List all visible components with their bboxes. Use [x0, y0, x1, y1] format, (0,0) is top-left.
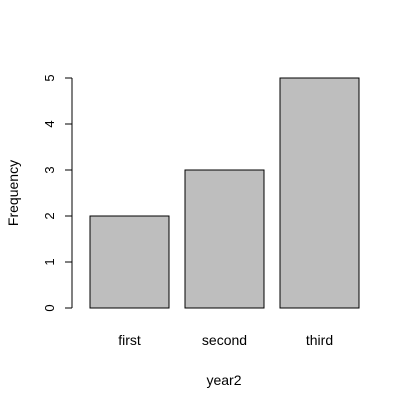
y-axis: 0 1 2 3 4 5 — [42, 74, 73, 312]
y-axis-title: Frequency — [5, 160, 21, 226]
y-tick-label: 5 — [42, 74, 57, 81]
bars — [89, 77, 360, 309]
bar-second — [184, 169, 265, 309]
bar-third — [279, 77, 360, 309]
y-tick-label: 1 — [42, 258, 57, 265]
x-category-labels: first second third — [118, 332, 333, 348]
x-category-label: third — [306, 332, 333, 348]
y-tick-label: 3 — [42, 166, 57, 173]
bar-first — [89, 215, 170, 309]
x-axis-title: year2 — [206, 372, 241, 388]
x-category-label: first — [118, 332, 141, 348]
y-tick-label: 4 — [42, 120, 57, 127]
y-tick-label: 2 — [42, 212, 57, 219]
y-tick-label: 0 — [42, 304, 57, 311]
x-category-label: second — [202, 332, 247, 348]
